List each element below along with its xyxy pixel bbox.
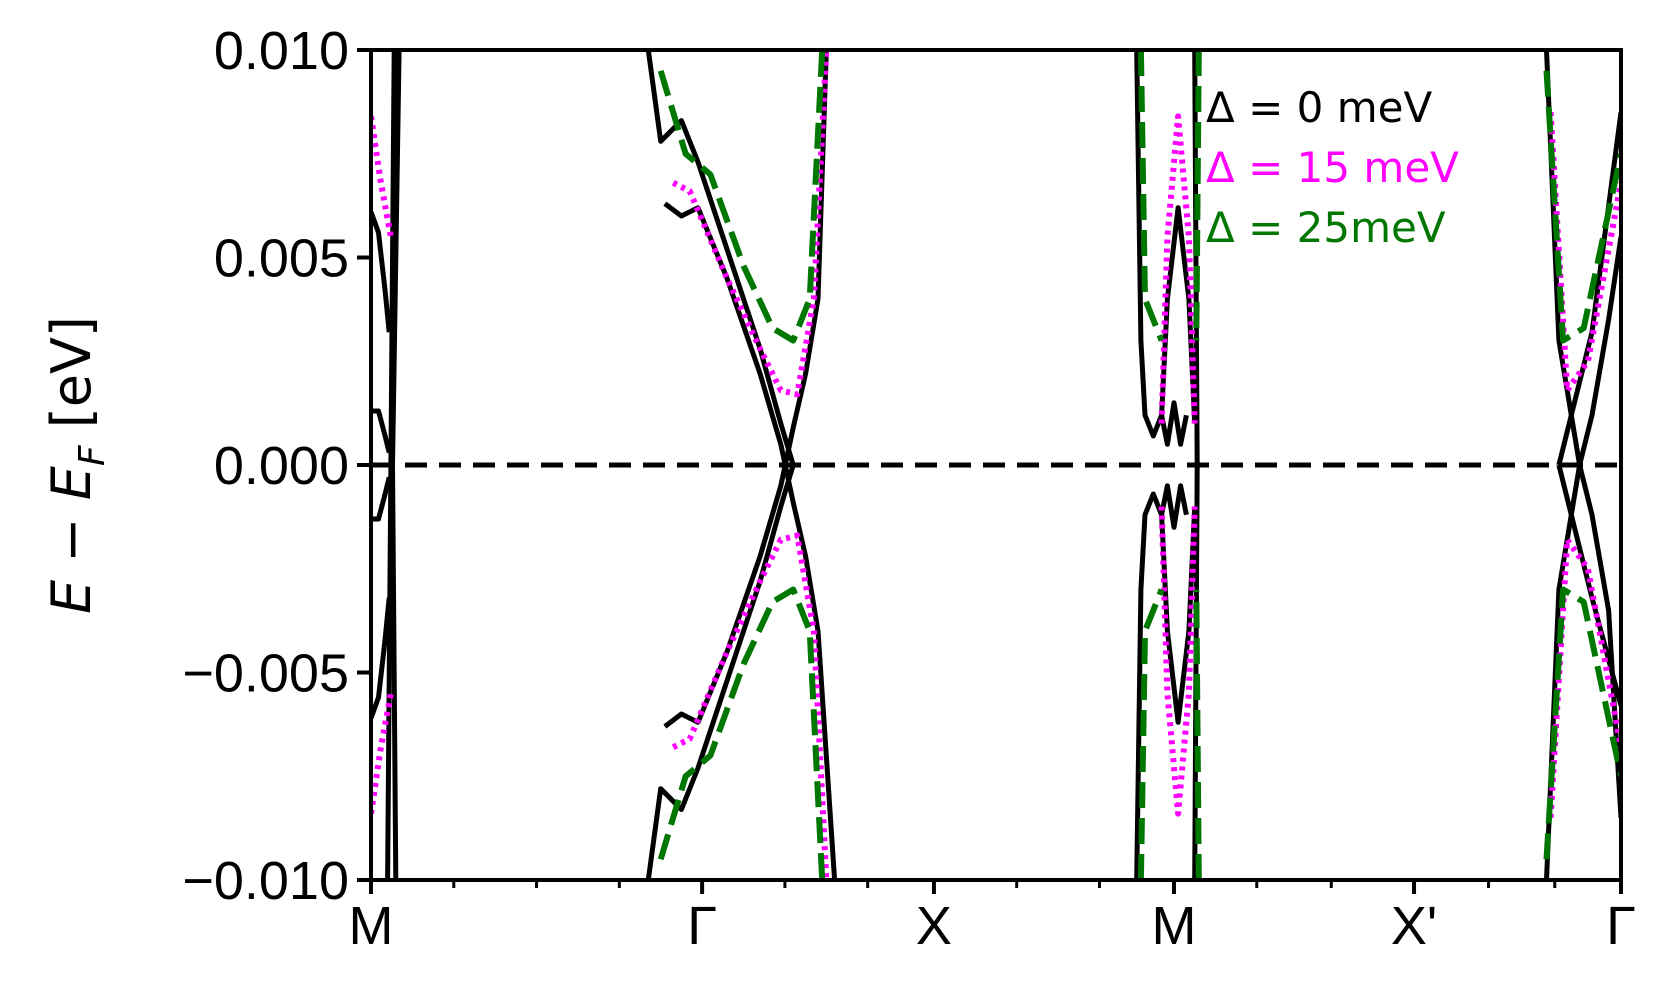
y-label-unit: [eV]	[40, 316, 103, 445]
x-tick-label-2: X	[916, 896, 952, 956]
series-0-curve-6	[645, 50, 796, 466]
series-1-curve-4	[1158, 113, 1198, 424]
legend-entry-1: Δ = 15 meV	[1206, 143, 1459, 192]
series-1-curve-5	[1158, 506, 1198, 817]
series-0-curve-5	[390, 50, 402, 880]
series-2-curve-0	[657, 50, 826, 344]
series-0-curve-7	[663, 201, 838, 880]
series-1	[371, 50, 1621, 880]
series-2-curve-5	[1193, 589, 1202, 880]
series-2-curve-1	[657, 586, 826, 880]
series-0-curve-3	[371, 597, 392, 719]
series-2	[657, 50, 1621, 880]
series-2-curve-4	[1193, 50, 1202, 341]
series-0-curve-14	[1192, 50, 1200, 880]
y-tick-label-1: 0.005	[214, 229, 349, 289]
y-tick-label-2: 0.000	[214, 436, 349, 496]
x-tick-label-4: X'	[1391, 896, 1437, 956]
legend-entry-0: Δ = 0 meV	[1206, 83, 1432, 132]
y-axis-label: E − EF [eV]	[40, 316, 113, 614]
series-2-curve-3	[1137, 588, 1165, 880]
x-tick-label-3: M	[1151, 896, 1196, 956]
series-0-curve-8	[663, 50, 829, 729]
series-1-curve-7	[1547, 536, 1621, 818]
series-0-curve-2	[371, 476, 392, 522]
y-tick-label-0: 0.010	[214, 21, 349, 81]
series-0-curve-9	[645, 464, 796, 880]
x-tick-label-0: M	[349, 896, 394, 956]
series-2-curve-6	[1543, 70, 1621, 344]
legend-entry-2: Δ = 25meV	[1206, 203, 1446, 252]
x-tick-label-1: Γ	[687, 896, 717, 956]
legend: Δ = 0 meV Δ = 15 meV Δ = 25meV	[1206, 83, 1459, 252]
y-label-subscript: F	[72, 444, 113, 466]
series-2-curve-2	[1137, 50, 1165, 342]
series-0-curve-0	[371, 210, 392, 333]
series-0-curve-15	[1577, 236, 1621, 466]
y-tick-label-4: −0.010	[182, 851, 349, 911]
series-layer	[371, 50, 1621, 880]
series-2-curve-7	[1543, 586, 1621, 860]
series-0-curve-1	[371, 408, 392, 454]
x-tick-label-5: Γ	[1606, 896, 1636, 956]
series-1-curve-3	[671, 532, 830, 880]
y-label-base: E − E	[40, 465, 103, 614]
y-tick-label-3: −0.005	[182, 644, 349, 704]
series-1-curve-2	[671, 50, 830, 398]
